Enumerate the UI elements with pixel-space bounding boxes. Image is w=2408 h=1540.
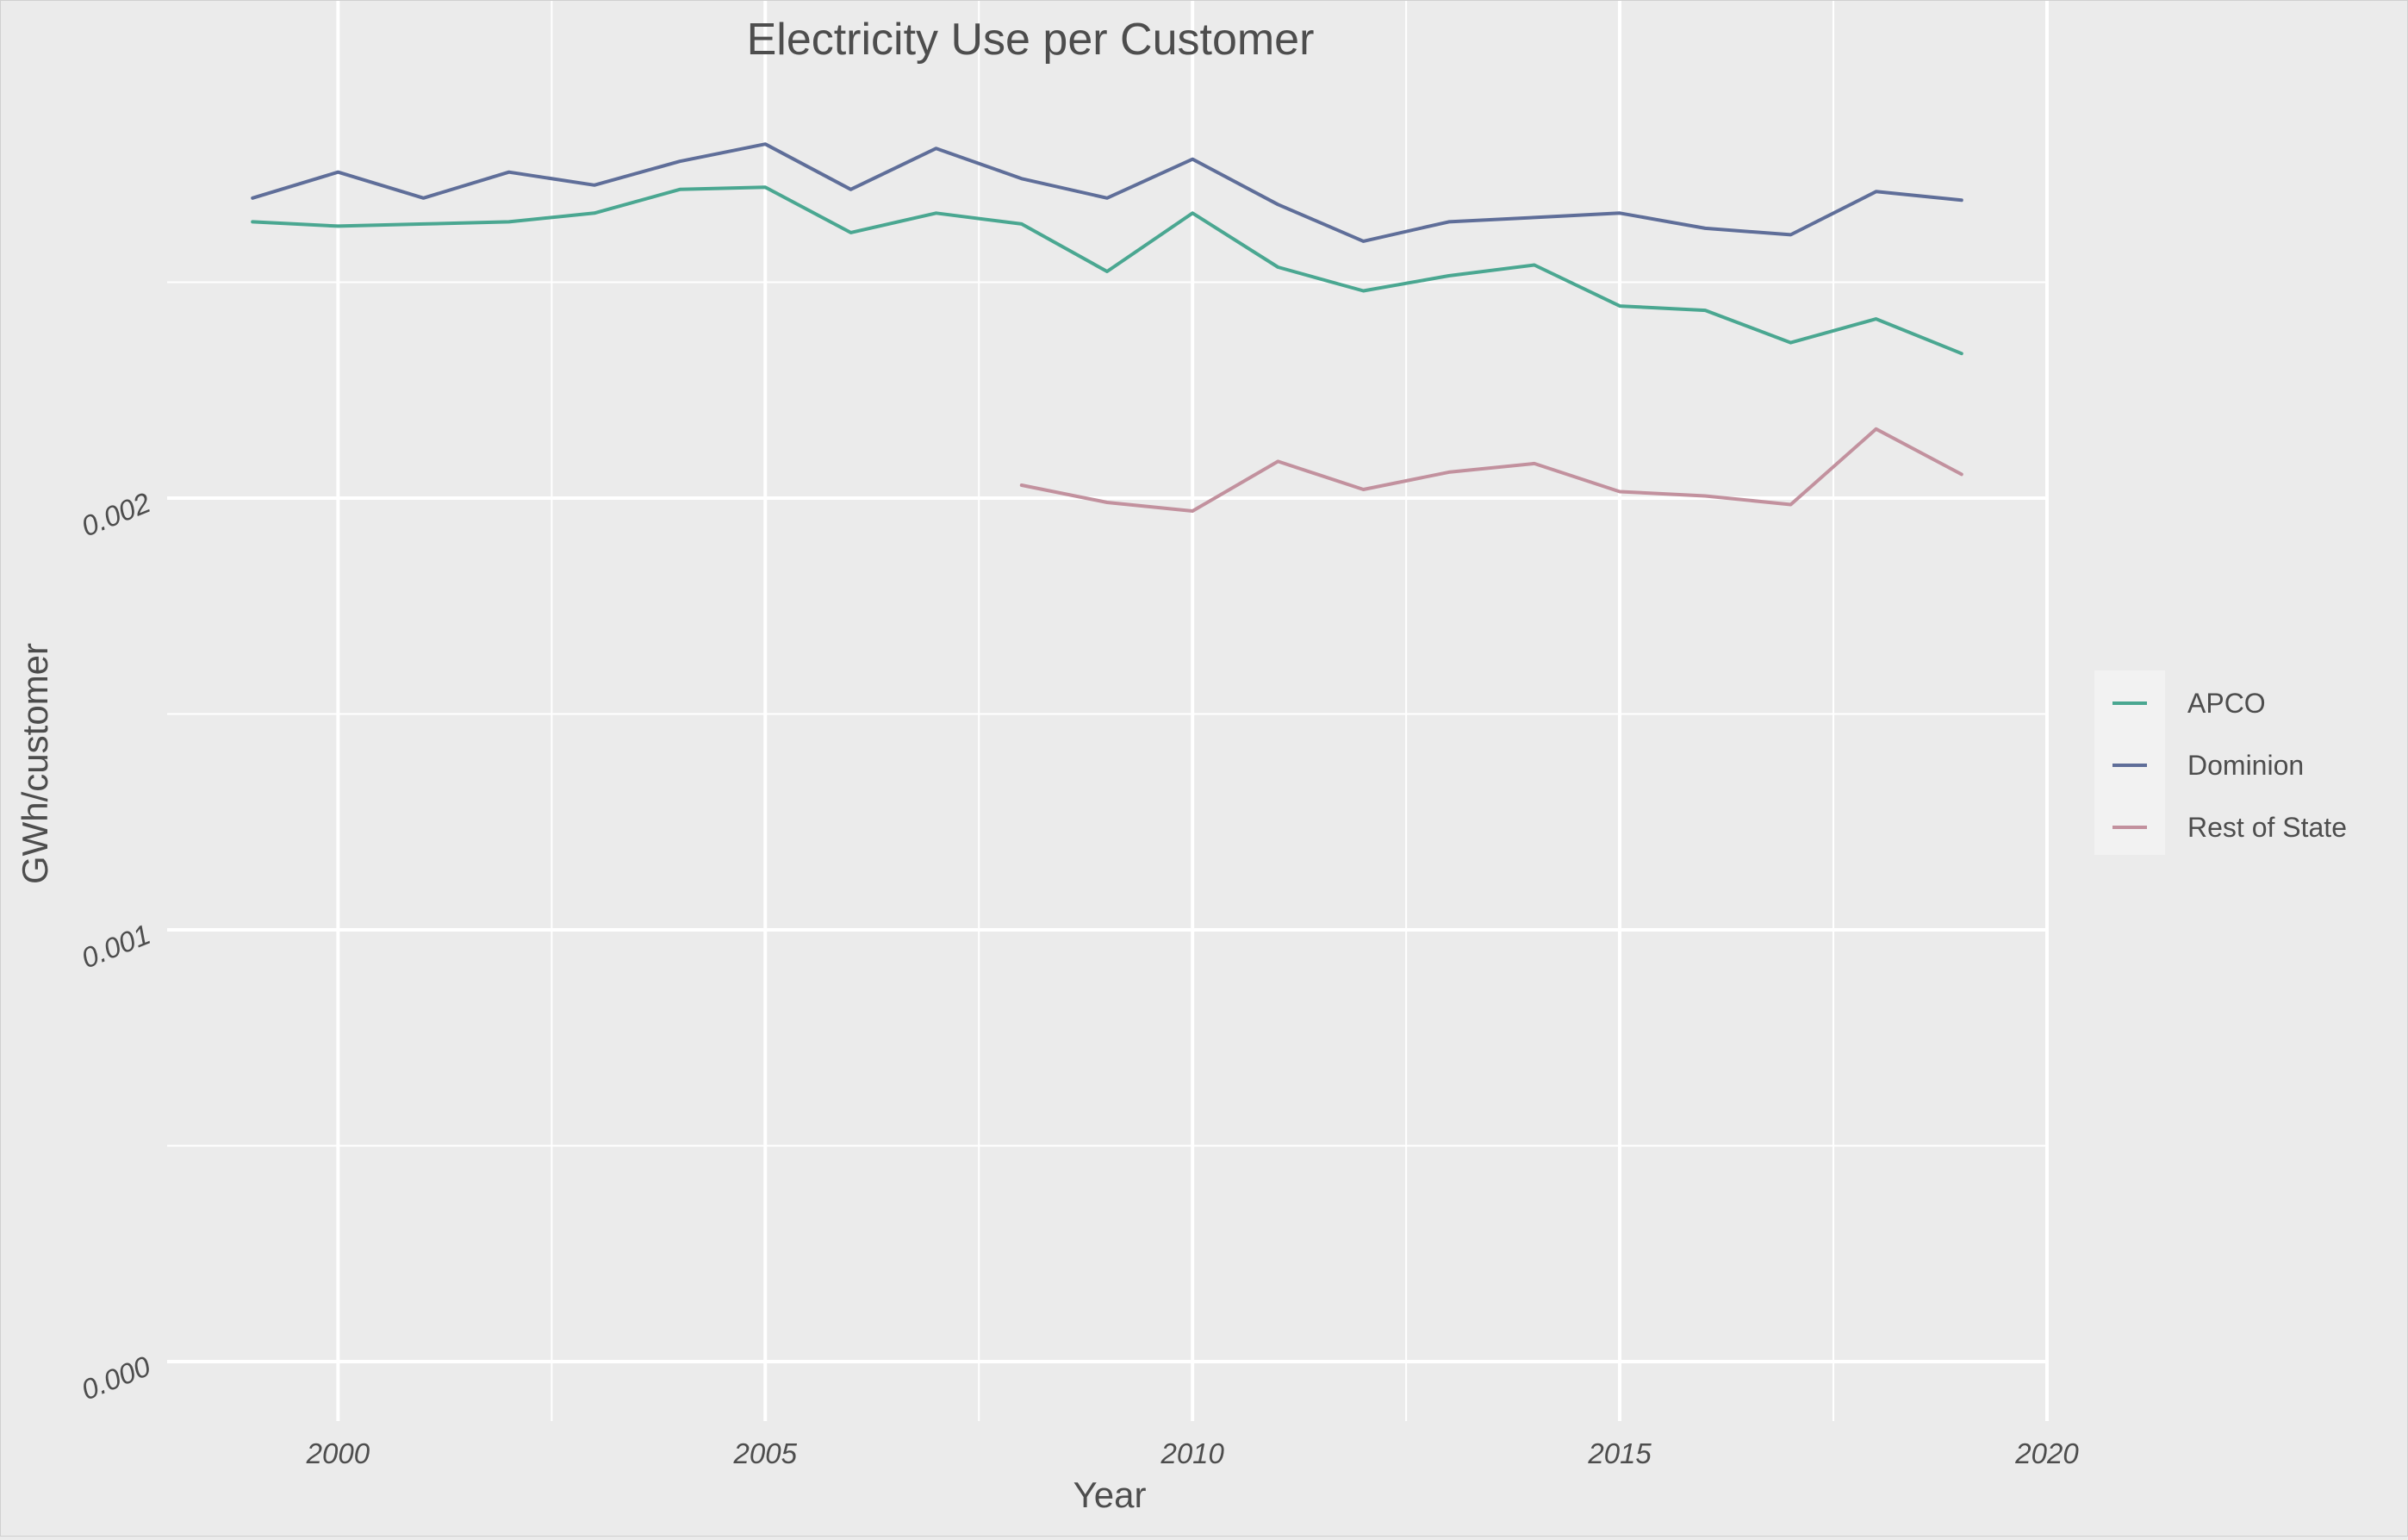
legend-label-apco: APCO <box>2187 688 2266 719</box>
x-tick-label: 2015 <box>1587 1437 1652 1469</box>
x-tick-label: 2005 <box>733 1437 798 1469</box>
y-axis-title: GWh/customer <box>15 643 55 884</box>
series-line-rest-of-state <box>1019 427 1963 513</box>
grid-lines <box>167 1 2049 1421</box>
series-line-dominion <box>251 142 1963 243</box>
x-tick-labels: 2000 2005 2010 2015 2020 <box>306 1437 2080 1469</box>
chart-title: Electricity Use per Customer <box>747 15 1315 65</box>
legend-label-rest-of-state: Rest of State <box>2187 812 2347 843</box>
x-axis-title: Year <box>1073 1475 1147 1515</box>
legend-label-dominion: Dominion <box>2187 750 2304 781</box>
y-tick-label: 0.000 <box>77 1350 155 1406</box>
y-tick-label: 0.001 <box>77 918 154 974</box>
legend-box <box>2094 670 2165 855</box>
series-line-apco <box>251 185 1963 356</box>
legend: APCO Dominion Rest of State <box>2094 670 2347 855</box>
y-tick-label: 0.002 <box>77 486 154 542</box>
x-tick-label: 2000 <box>306 1437 370 1469</box>
y-tick-labels: 0.000 0.001 0.002 <box>77 486 155 1406</box>
series-lines <box>251 142 1963 513</box>
x-tick-label: 2020 <box>2014 1437 2079 1469</box>
x-tick-label: 2010 <box>1160 1437 1224 1469</box>
